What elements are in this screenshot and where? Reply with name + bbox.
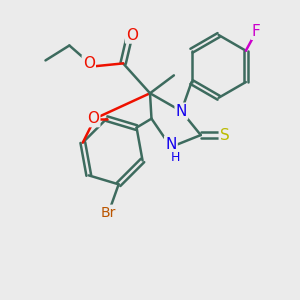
Text: N: N [165, 136, 177, 152]
Text: O: O [87, 111, 99, 126]
Text: S: S [220, 128, 230, 142]
Text: O: O [83, 56, 95, 71]
Text: N: N [176, 104, 187, 119]
Text: Br: Br [100, 206, 116, 220]
Text: O: O [126, 28, 138, 43]
Text: F: F [252, 24, 261, 39]
Text: H: H [171, 151, 180, 164]
